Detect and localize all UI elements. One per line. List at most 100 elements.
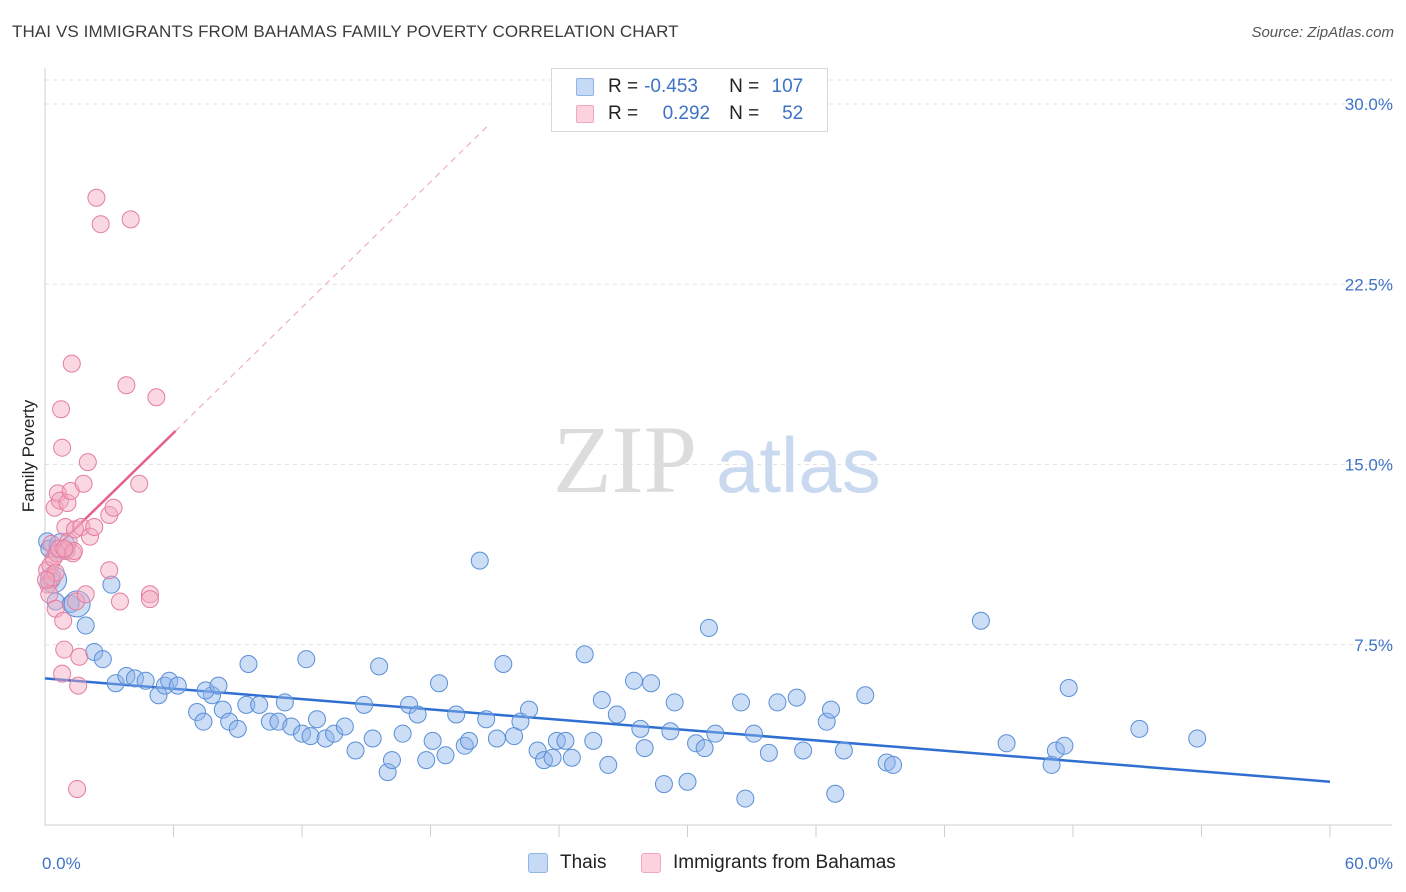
trend-layer (44, 122, 1331, 783)
thais-point (194, 712, 213, 731)
y-tick-label: 7.5% (1354, 636, 1393, 655)
thais-point (997, 734, 1016, 753)
bahamas-point (49, 539, 68, 558)
legend-n-label: N = (729, 76, 760, 97)
thais-point (460, 731, 479, 750)
series-legend-item-bahamas: Immigrants from Bahamas (641, 852, 896, 874)
thais-point (768, 693, 787, 712)
thais-point (884, 755, 903, 774)
series-swatch-bahamas (641, 853, 661, 873)
thais-point (93, 650, 112, 669)
bahamas-point (76, 585, 95, 604)
thais-point (699, 618, 718, 637)
thais-point (817, 712, 836, 731)
legend-row-bahamas: R = 0.292 N = 52 (576, 102, 803, 126)
thais-point (732, 693, 751, 712)
thais-point (228, 719, 247, 738)
bahamas-point (58, 493, 77, 512)
thais-point (607, 705, 626, 724)
thais-point (487, 729, 506, 748)
thais-point (494, 654, 513, 673)
bahamas-point (87, 188, 106, 207)
bahamas-point (54, 611, 73, 630)
bahamas-point (80, 527, 99, 546)
thais-point (642, 674, 661, 693)
thais-point (430, 674, 449, 693)
thais-point (149, 686, 168, 705)
thais-point (592, 691, 611, 710)
thais-point (282, 717, 301, 736)
legend-r-label: R = (608, 103, 639, 124)
watermark: ZIP atlas (553, 406, 881, 513)
thais-point (543, 748, 562, 767)
thais-point (355, 695, 374, 714)
thais-point (856, 686, 875, 705)
thais-point (447, 705, 466, 724)
thais-point (624, 671, 643, 690)
bahamas-point (140, 590, 159, 609)
thais-point (787, 688, 806, 707)
bahamas-point (70, 647, 89, 666)
thais-point (325, 724, 344, 743)
series-label-thais: Thais (560, 852, 607, 873)
thais-point (826, 784, 845, 803)
thais-point (528, 741, 547, 760)
thais-point (1055, 736, 1074, 755)
series-swatch-thais (528, 853, 548, 873)
thais-point (102, 575, 121, 594)
thais-point (759, 743, 778, 762)
x-tick-label: 0.0% (42, 854, 81, 873)
bahamas-trend-extension (175, 122, 491, 432)
bahamas-point (147, 388, 166, 407)
y-tick-label: 22.5% (1345, 275, 1393, 294)
thais-point (562, 748, 581, 767)
bahamas-point (67, 592, 86, 611)
thais-point (417, 751, 436, 770)
legend-r-value: 0.292 (662, 103, 711, 124)
correlation-legend: R = -0.453 N = 107 R = 0.292 N = 52 (551, 68, 828, 132)
thais-point (237, 695, 256, 714)
y-axis-label: Family Poverty (19, 399, 38, 512)
thais-point (363, 729, 382, 748)
axes-layer (44, 68, 1392, 837)
source-label: Source: ZipAtlas.com (1251, 24, 1394, 41)
bahamas-point (69, 676, 88, 695)
bahamas-point (100, 561, 119, 580)
thais-point (408, 705, 427, 724)
thais-trend-line (44, 677, 1331, 783)
thais-point (239, 654, 258, 673)
bahamas-point (55, 640, 74, 659)
thais-point (168, 676, 187, 695)
thais-point (307, 710, 326, 729)
legend-n-value: 107 (771, 76, 804, 97)
thais-point (631, 719, 650, 738)
bahamas-point (140, 585, 159, 604)
thais-point (744, 724, 763, 743)
bahamas-point (55, 539, 74, 558)
grid-layer (45, 79, 1392, 646)
bahamas-point (78, 453, 97, 472)
legend-swatch-bahamas (576, 105, 594, 123)
bahamas-point (74, 474, 93, 493)
points-layer (37, 188, 1207, 808)
thais-point (346, 741, 365, 760)
thais-point (635, 739, 654, 758)
thais-point (794, 741, 813, 760)
legend-r-value: -0.453 (644, 76, 698, 97)
bahamas-point (52, 400, 71, 419)
thais-point (599, 755, 618, 774)
thais-point (209, 676, 228, 695)
legend-row-thais: R = -0.453 N = 107 (576, 75, 803, 99)
thais-point (665, 693, 684, 712)
bahamas-point (130, 474, 149, 493)
thais-point (834, 741, 853, 760)
thais-point (76, 616, 95, 635)
thais-point (821, 700, 840, 719)
thais-point (584, 731, 603, 750)
thais-point (125, 669, 144, 688)
thais-point (971, 611, 990, 630)
thais-point (1059, 679, 1078, 698)
legend-swatch-thais (576, 78, 594, 96)
thais-point (706, 724, 725, 743)
